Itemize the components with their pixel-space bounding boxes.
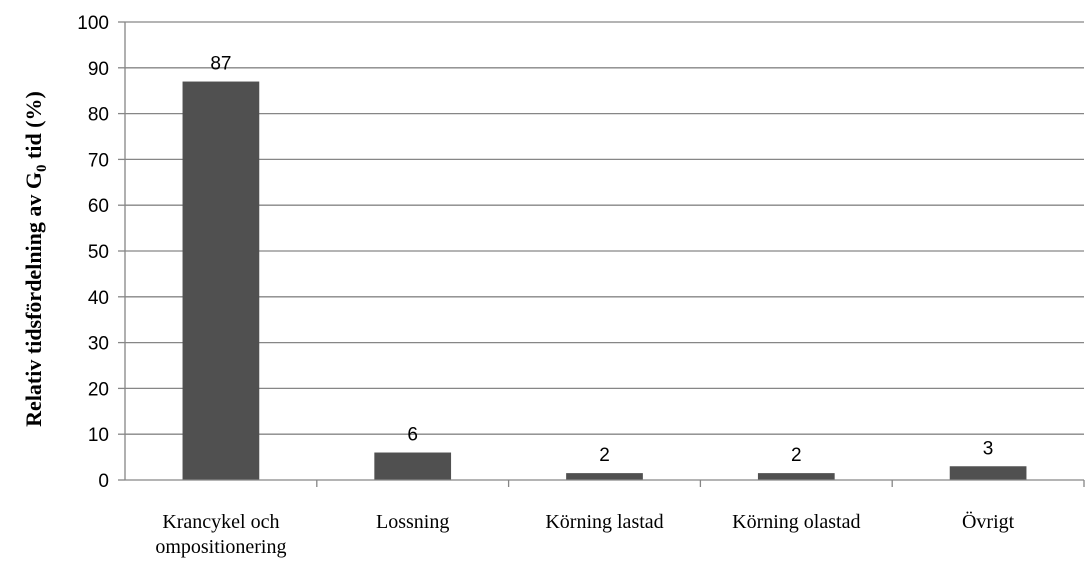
- data-label: 2: [599, 445, 610, 466]
- data-label: 6: [407, 425, 418, 446]
- y-axis-title-suffix: tid (%): [21, 91, 46, 164]
- x-category-label: Körning olastad: [732, 511, 860, 533]
- gridlines: [125, 21, 1084, 435]
- y-tick-label: 40: [88, 288, 109, 309]
- y-axis-title: Relativ tidsfördelning av G0 tid (%): [21, 91, 50, 427]
- bar: [566, 473, 643, 480]
- x-category-label: Lossning: [376, 511, 449, 533]
- data-label: 3: [983, 438, 994, 459]
- y-axis-title-subscript: 0: [34, 164, 50, 172]
- data-labels: 87 6 2 2 3: [210, 54, 993, 467]
- x-axis-labels: Krancykel och ompositionering Lossning Körn…: [155, 480, 1085, 558]
- x-category-label: Krancykel och: [162, 511, 279, 533]
- x-category-label: ompositionering: [155, 536, 286, 558]
- y-tick-label: 70: [88, 150, 109, 171]
- y-tick-label: 10: [88, 425, 109, 446]
- y-tick-label: 90: [88, 59, 109, 80]
- y-tick-label: 30: [88, 334, 109, 355]
- bar: [182, 81, 260, 480]
- y-tick-label: 20: [88, 379, 109, 400]
- bar: [374, 452, 452, 480]
- data-label: 2: [791, 445, 802, 466]
- bars: [182, 81, 1027, 480]
- y-tick-label: 80: [88, 105, 109, 126]
- bar: [949, 466, 1027, 480]
- y-tick-label: 50: [88, 242, 109, 263]
- x-category-label: Övrigt: [962, 510, 1015, 533]
- y-tick-label: 100: [77, 13, 109, 34]
- x-category-label: Körning lastad: [545, 511, 663, 533]
- y-tick-label: 0: [98, 471, 109, 492]
- y-axis-title-main: Relativ tidsfördelning av G: [21, 172, 46, 427]
- y-tick-label: 60: [88, 196, 109, 217]
- y-axis-ticks: 0 10 20 30 40 50 60 70 80 90 100: [77, 13, 125, 492]
- bar: [757, 473, 835, 480]
- data-label: 87: [210, 54, 231, 75]
